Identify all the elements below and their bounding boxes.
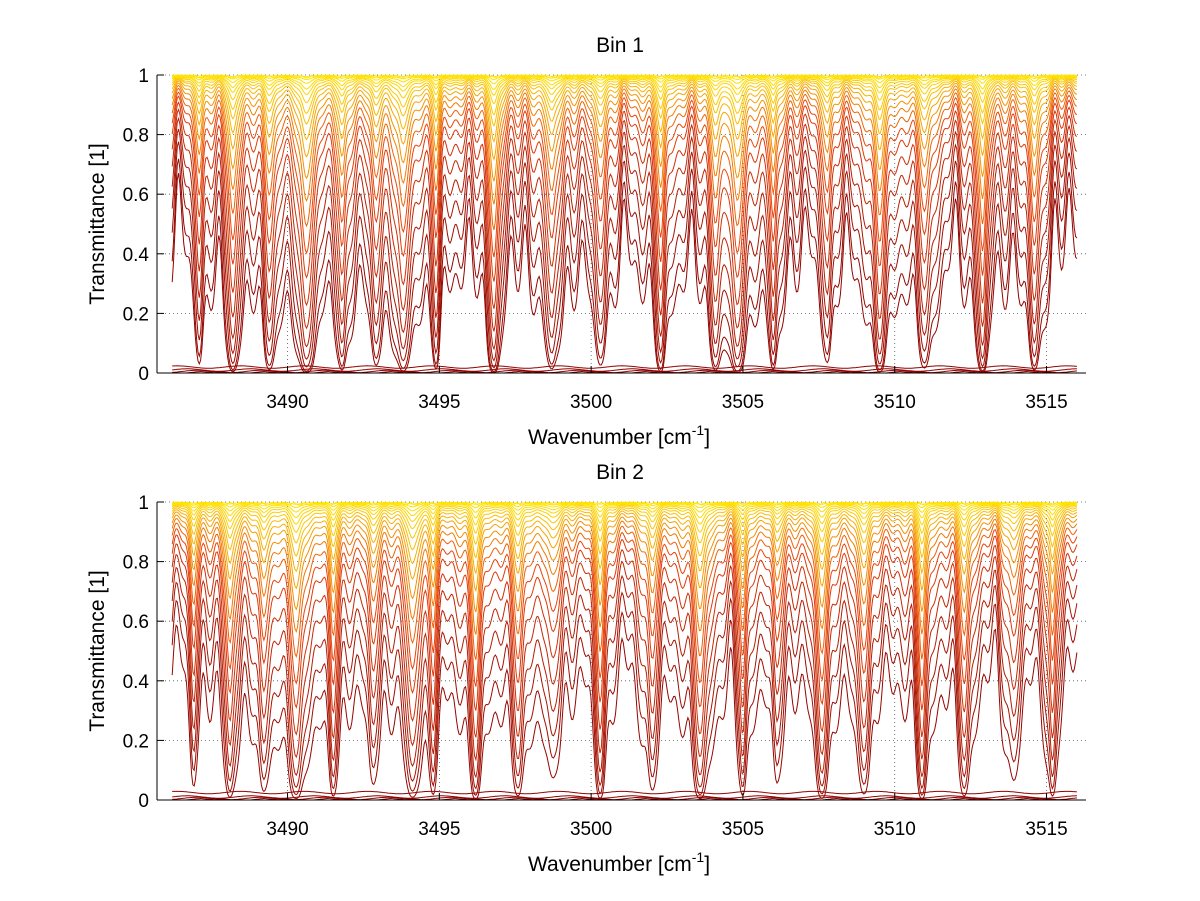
series-line [171,624,1078,800]
x-tick-label: 3500 [570,819,612,840]
series-line [171,505,1078,546]
series-line [171,553,1078,762]
axes-bin-2: Bin 2 3490 3495 3500 3505 3510 3515 0 0.2 0.4 0.… [86,461,1086,876]
series-line [171,91,1078,258]
series-line [171,84,1078,205]
x-ticks: 3490 3495 3500 3505 3510 3515 [266,793,1068,840]
series-line [171,108,1078,332]
series-line [172,501,1077,505]
series-line [171,581,1078,790]
y-axis-label: Transmittance [1] [86,143,109,304]
x-tick-label: 3490 [266,392,308,413]
y-tick-label: 0.2 [123,304,149,325]
axes-bin-1: Bin 1 3490 3495 3500 3505 3510 3515 0 0.2 0.4 0.… [86,34,1086,449]
series-line [171,518,1078,635]
y-tick-label: 0 [138,364,149,385]
y-tick-label: 0.4 [123,672,150,693]
series-line [171,141,1078,369]
y-tick-label: 0.4 [123,245,150,266]
x-tick-label: 3490 [266,819,308,840]
series-line [172,790,1077,795]
x-tick-label: 3515 [1025,819,1067,840]
y-tick-label: 1 [138,493,149,514]
series-line [172,795,1077,799]
y-tick-label: 0.8 [123,126,149,147]
x-tick-label: 3505 [722,392,764,413]
series-line [171,534,1078,711]
x-tick-label: 3495 [418,392,460,413]
series-line [171,82,1078,182]
y-axis-label: Transmittance [1] [86,570,109,731]
series-line [171,101,1078,309]
series-line [171,566,1078,779]
series-line [171,116,1078,351]
x-tick-label: 3505 [722,819,764,840]
y-ticks: 0 0.2 0.4 0.6 0.8 1 [123,493,164,812]
chart-title: Bin 1 [596,34,644,57]
series-line [171,514,1078,613]
series-line [171,77,1077,127]
y-tick-label: 0 [138,791,149,812]
series-line [171,511,1078,593]
series-line [171,173,1078,374]
chart-title: Bin 2 [596,461,644,484]
series-line [171,128,1078,362]
series-line [171,504,1078,535]
series-line [171,87,1078,231]
series-line [171,74,1078,79]
x-tick-label: 3495 [418,819,460,840]
x-tick-label: 3515 [1025,392,1067,413]
series-line [172,501,1078,506]
x-axis-label: Wavenumber [cm-1] [528,849,710,876]
x-tick-label: 3500 [570,392,612,413]
series-line [171,543,1078,738]
series-line [171,599,1078,797]
series-line [171,95,1078,282]
series-line [171,79,1077,143]
series-line [172,368,1077,372]
series-line [171,158,1078,372]
y-tick-label: 0.8 [123,553,149,574]
x-axis-label: Wavenumber [cm-1] [528,422,710,449]
series-line [171,507,1078,559]
y-ticks: 0 0.2 0.4 0.6 0.8 1 [123,66,164,385]
series-line [171,522,1078,660]
y-tick-label: 0.2 [123,731,149,752]
series-line [171,80,1077,162]
y-tick-label: 0.6 [123,612,149,633]
y-tick-label: 0.6 [123,185,149,206]
y-tick-label: 1 [138,66,149,87]
series-line [171,509,1078,575]
x-tick-label: 3510 [874,392,916,413]
series-line [171,503,1078,526]
series-line [171,528,1078,687]
series-line [171,77,1077,116]
x-tick-label: 3510 [874,819,916,840]
series-lines [171,74,1078,374]
x-ticks: 3490 3495 3500 3505 3510 3515 [266,366,1068,413]
